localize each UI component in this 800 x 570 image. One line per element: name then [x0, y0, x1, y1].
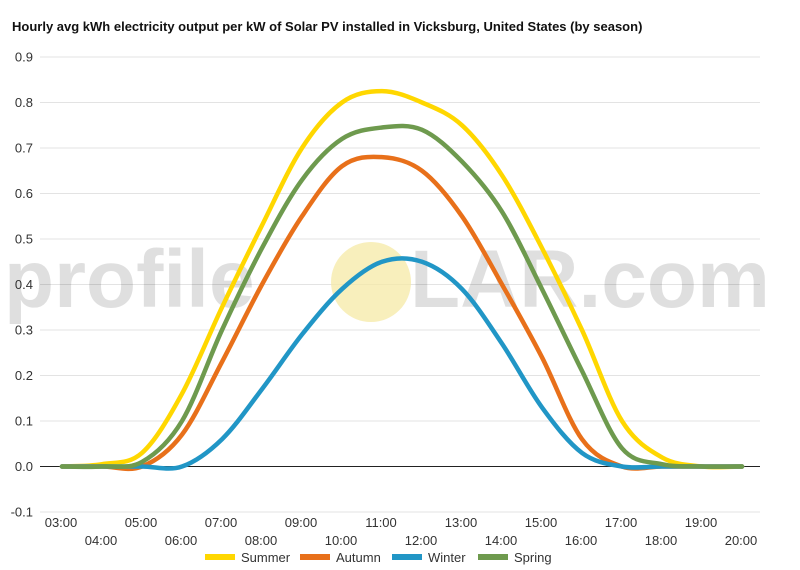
legend-swatch: [205, 554, 235, 560]
legend-item-autumn: Autumn: [300, 550, 381, 565]
x-axis: 03:00 04:00 05:00 06:00 07:00 08:00 09:00 10:00…: [45, 515, 758, 548]
legend-item-spring: Spring: [478, 550, 552, 565]
y-tick-label: 0.1: [15, 414, 33, 429]
legend-swatch: [392, 554, 422, 560]
legend-item-summer: Summer: [205, 550, 291, 565]
watermark-sun-icon: [331, 242, 411, 322]
watermark: profile LAR.com: [4, 234, 770, 325]
x-tick-label: 14:00: [485, 533, 518, 548]
watermark-text-right: LAR.com: [410, 234, 770, 325]
y-tick-label: 0.2: [15, 368, 33, 383]
x-tick-label: 09:00: [285, 515, 318, 530]
x-tick-label: 19:00: [685, 515, 718, 530]
y-tick-label: -0.1: [11, 505, 33, 520]
legend-swatch: [478, 554, 508, 560]
legend-swatch: [300, 554, 330, 560]
x-tick-label: 04:00: [85, 533, 118, 548]
y-tick-label: 0.7: [15, 141, 33, 156]
y-tick-label: 0.5: [15, 232, 33, 247]
x-tick-label: 16:00: [565, 533, 598, 548]
legend: Summer Autumn Winter Spring: [205, 550, 552, 565]
legend-label: Summer: [241, 550, 291, 565]
x-tick-label: 17:00: [605, 515, 638, 530]
series-line-spring: [59, 123, 745, 470]
x-tick-label: 20:00: [725, 533, 758, 548]
chart-title: Hourly avg kWh electricity output per kW…: [12, 19, 643, 34]
legend-label: Spring: [514, 550, 552, 565]
x-tick-label: 05:00: [125, 515, 158, 530]
y-tick-label: 0.0: [15, 459, 33, 474]
x-tick-label: 11:00: [365, 515, 397, 530]
y-tick-label: 0.9: [15, 50, 33, 65]
legend-item-winter: Winter: [392, 550, 466, 565]
series-line-winter: [59, 256, 745, 471]
y-tick-label: 0.4: [15, 277, 33, 292]
x-tick-label: 07:00: [205, 515, 238, 530]
legend-label: Autumn: [336, 550, 381, 565]
legend-label: Winter: [428, 550, 466, 565]
x-tick-label: 08:00: [245, 533, 278, 548]
x-tick-label: 18:00: [645, 533, 678, 548]
x-tick-label: 10:00: [325, 533, 358, 548]
series-line-summer: [59, 88, 745, 470]
y-tick-label: 0.8: [15, 95, 33, 110]
x-tick-label: 13:00: [445, 515, 478, 530]
x-tick-label: 12:00: [405, 533, 438, 548]
watermark-text-left: profile: [4, 234, 255, 325]
y-axis: -0.1 0.0 0.1 0.2 0.3 0.4 0.5 0.6 0.7 0.8 0.9: [11, 50, 33, 520]
y-tick-label: 0.6: [15, 186, 33, 201]
plot-area: [59, 88, 745, 472]
x-tick-label: 15:00: [525, 515, 558, 530]
grid: [40, 56, 760, 513]
y-tick-label: 0.3: [15, 323, 33, 338]
x-tick-label: 06:00: [165, 533, 198, 548]
x-tick-label: 03:00: [45, 515, 78, 530]
